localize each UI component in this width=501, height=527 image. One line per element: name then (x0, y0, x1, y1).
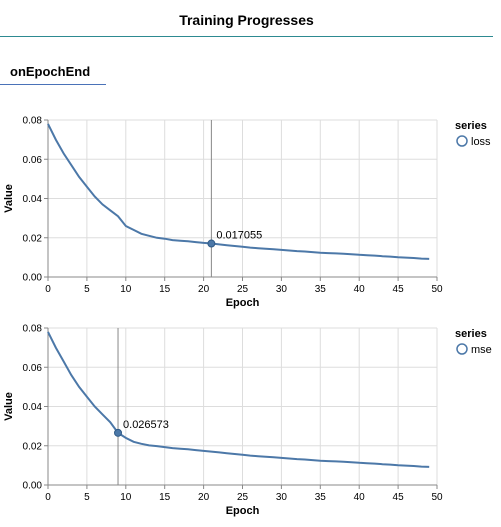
x-tick-label: 40 (354, 492, 366, 503)
legend-label-loss[interactable]: loss (471, 136, 491, 148)
x-tick-label: 20 (198, 284, 210, 295)
hover-value-label: 0.017055 (216, 230, 262, 242)
y-tick-label: 0.02 (23, 233, 43, 244)
page-title: Training Progresses (179, 12, 314, 28)
legend-title: series (455, 328, 487, 340)
x-tick-label: 25 (237, 492, 249, 503)
x-tick-label: 15 (159, 284, 171, 295)
series-line-mse (47, 331, 430, 468)
x-tick-label: 35 (315, 284, 327, 295)
x-tick-label: 5 (84, 492, 90, 503)
loss-chart[interactable]: 0 5 10 15 20 25 30 35 40 45 50 0.00 0.02 0.04 0.06 0.08… (0, 112, 501, 312)
series-line-loss (47, 123, 430, 260)
y-tick-label: 0.08 (23, 324, 43, 335)
hover-point[interactable] (114, 428, 123, 437)
x-tick-label: 35 (315, 492, 327, 503)
x-tick-label: 0 (45, 492, 51, 503)
hover-value-label: 0.026573 (123, 419, 169, 431)
x-tick-label: 45 (393, 284, 405, 295)
x-tick-label: 10 (120, 284, 132, 295)
x-tick-label: 50 (431, 284, 443, 295)
mse-chart[interactable]: 0 5 10 15 20 25 30 35 40 45 50 0.00 0.02 0.04 0.06 0.08… (0, 320, 501, 520)
y-tick-label: 0.00 (23, 273, 43, 284)
legend-label-mse[interactable]: mse (471, 344, 492, 356)
y-axis-title: Value (3, 184, 15, 213)
y-axis-title: Value (3, 392, 15, 421)
x-tick-label: 20 (198, 492, 210, 503)
x-axis-title: Epoch (226, 505, 260, 517)
y-tick-label: 0.00 (23, 481, 43, 492)
x-tick-label: 50 (431, 492, 443, 503)
y-tick-label: 0.02 (23, 441, 43, 452)
y-tick-label: 0.04 (23, 194, 43, 205)
y-tick-label: 0.06 (23, 155, 43, 166)
legend-title: series (455, 120, 487, 132)
x-tick-label: 25 (237, 284, 249, 295)
tab-label: onEpochEnd (10, 64, 91, 79)
x-tick-label: 15 (159, 492, 171, 503)
x-tick-label: 5 (84, 284, 90, 295)
x-tick-label: 30 (276, 284, 288, 295)
x-tick-label: 10 (120, 492, 132, 503)
legend-symbol-mse[interactable] (456, 343, 468, 355)
hover-point[interactable] (207, 239, 216, 248)
grid (47, 119, 438, 278)
x-tick-label: 45 (393, 492, 405, 503)
grid (47, 327, 438, 486)
y-tick-label: 0.04 (23, 402, 43, 413)
tab-onepochend[interactable]: onEpochEnd (0, 56, 106, 85)
header: Training Progresses (0, 0, 493, 37)
x-tick-label: 40 (354, 284, 366, 295)
x-axis-title: Epoch (226, 297, 260, 309)
y-tick-label: 0.08 (23, 116, 43, 127)
x-tick-label: 0 (45, 284, 51, 295)
legend-symbol-loss[interactable] (456, 135, 468, 147)
y-tick-label: 0.06 (23, 363, 43, 374)
x-tick-label: 30 (276, 492, 288, 503)
